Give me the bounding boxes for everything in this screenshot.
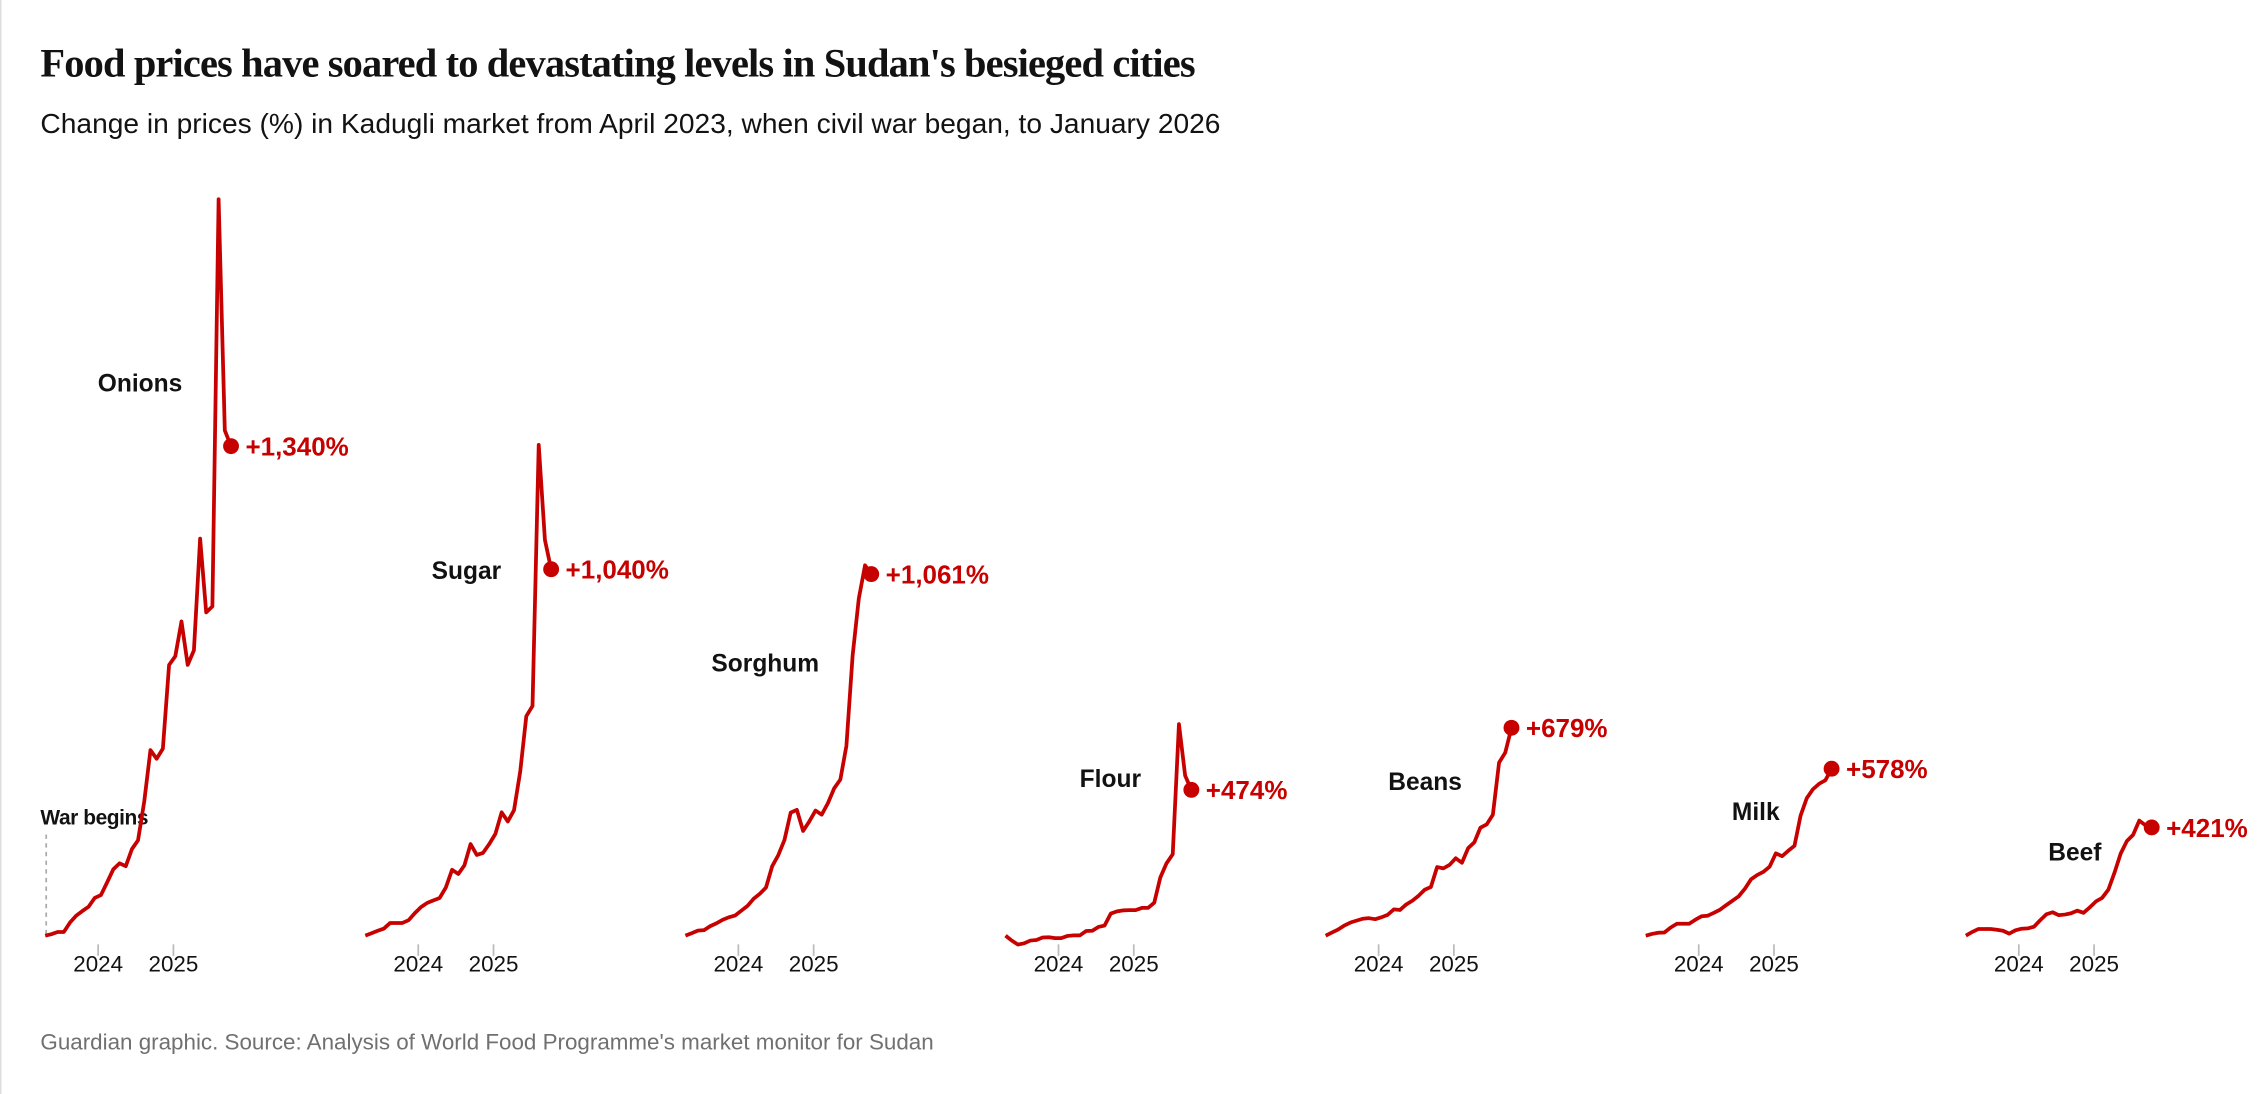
end-point-dot-milk [1823,760,1840,777]
x-tick-label: 2024 [1034,952,1084,977]
series-line-milk [1645,767,1834,938]
x-tick-label: 2025 [149,952,199,977]
series-name-label: Beans [1388,769,1462,796]
end-value-label: +578% [1846,754,1928,784]
end-value-label: +474% [1206,775,1288,805]
series-name-label: Flour [1080,766,1142,793]
series-name-label: Onions [98,370,183,397]
end-point-dot-beans [1503,719,1520,736]
end-value-label: +1,340% [245,432,348,462]
series-line-beans [1324,727,1514,938]
war-begins-label: War begins [40,806,148,829]
end-point-dot-flour [1183,781,1200,798]
x-tick-label: 2024 [1354,952,1404,977]
series-line-beef [1964,818,2153,938]
chart-subtitle: Change in prices (%) in Kadugli market f… [40,108,1221,141]
x-tick-label: 2025 [469,952,519,977]
end-point-dot-sorghum [863,566,880,583]
end-point-dot-beef [2143,819,2160,836]
end-value-label: +679% [1526,713,1608,743]
end-point-dot-sugar [543,561,560,578]
series-line-onions [44,197,233,938]
series-name-label: Sugar [432,558,502,585]
x-tick-label: 2024 [393,952,443,977]
x-tick-label: 2025 [1429,952,1479,977]
series-name-label: Milk [1732,799,1780,826]
x-tick-label: 2025 [2069,952,2119,977]
chart-title: Food prices have soared to devastating l… [40,41,1195,87]
end-value-label: +1,061% [886,559,989,589]
source-note: Guardian graphic. Source: Analysis of Wo… [40,1030,934,1056]
end-value-label: +421% [2166,813,2248,843]
x-tick-label: 2025 [789,952,839,977]
series-line-sorghum [684,563,873,938]
left-border [0,0,2,1094]
x-tick-label: 2024 [713,952,763,977]
series-name-label: Sorghum [711,650,819,677]
x-tick-label: 2024 [1674,952,1724,977]
end-point-dot-onions [223,438,239,455]
series-name-label: Beef [2048,840,2102,867]
x-tick-label: 2024 [73,952,123,977]
x-tick-label: 2025 [1749,952,1799,977]
x-tick-label: 2025 [1109,952,1159,977]
series-line-flour [1004,722,1194,947]
series-line-sugar [364,442,553,938]
x-tick-label: 2024 [1994,952,2044,977]
end-value-label: +1,040% [566,555,669,585]
